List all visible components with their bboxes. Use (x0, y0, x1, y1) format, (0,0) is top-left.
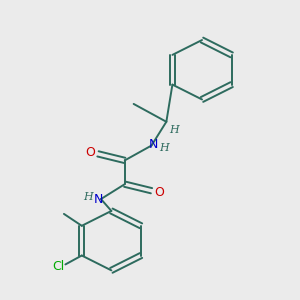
Text: N: N (149, 138, 159, 151)
Text: H: H (159, 143, 169, 153)
Text: Cl: Cl (52, 260, 64, 273)
Text: H: H (169, 125, 179, 135)
Text: N: N (94, 194, 103, 206)
Text: H: H (84, 192, 93, 202)
Text: O: O (154, 186, 164, 199)
Text: O: O (85, 146, 95, 159)
